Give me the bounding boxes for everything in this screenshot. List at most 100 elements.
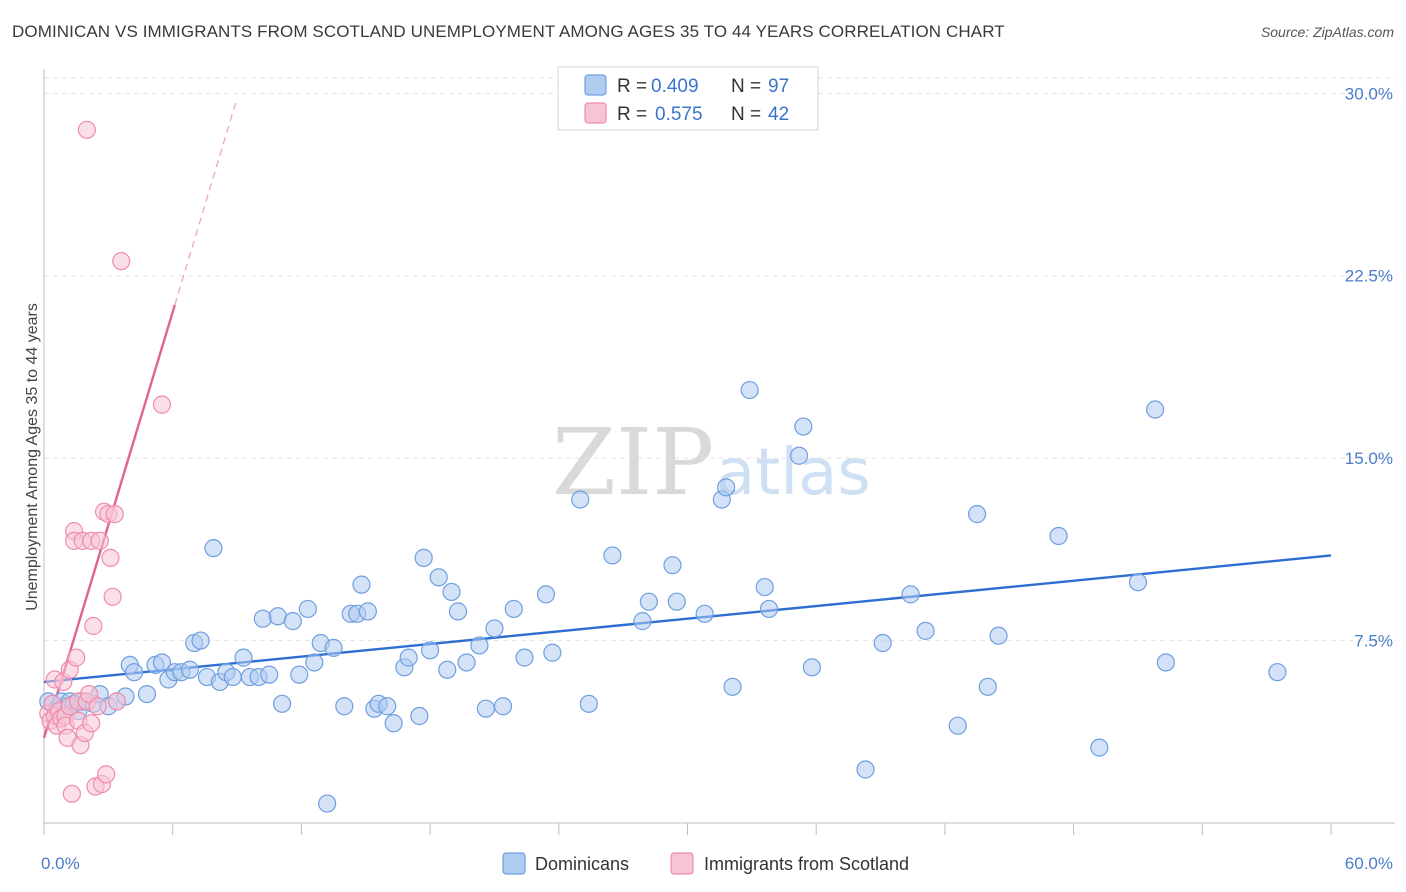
legend-r-value-dominicans: 0.409 [651, 76, 699, 97]
scotland-point-36 [105, 505, 124, 524]
dominicans-point-60 [442, 582, 461, 602]
dominicans-point-61 [448, 602, 468, 621]
dominicans-point-89 [873, 633, 892, 653]
dominicans-point-29 [223, 667, 242, 687]
watermark: ZIP atlas [552, 409, 871, 516]
dominicans-point-82 [740, 380, 759, 400]
y-tick-label-3: 30.0% [1345, 84, 1393, 103]
dominicans-point-81 [723, 677, 742, 696]
dominicans-point-35 [268, 607, 287, 626]
dominicans-point-72 [579, 694, 598, 713]
dominicans-point-73 [603, 546, 622, 565]
dominicans-point-70 [543, 643, 562, 662]
dominicans-point-86 [794, 417, 813, 436]
dominicans-point-75 [639, 592, 658, 611]
dominicans-point-18 [152, 653, 172, 672]
dominicans-point-54 [399, 648, 418, 667]
dominicans-point-22 [180, 660, 199, 679]
scotland-trend-extension [174, 97, 238, 306]
dominicans-point-16 [137, 684, 157, 704]
scotland-point-41 [82, 714, 101, 733]
dominicans-point-68 [515, 648, 534, 667]
x-tick-label-max: 60.0% [1345, 854, 1393, 873]
y-tick-label-1: 15.0% [1345, 449, 1393, 468]
legend-n-label-dominicans: N = [731, 76, 761, 97]
dominicans-trend-line [43, 554, 1332, 684]
scotland-point-37 [107, 692, 127, 711]
dominicans-point-63 [470, 636, 489, 655]
bottom-legend-swatch-dominicans [502, 852, 526, 875]
dominicans-point-77 [667, 592, 686, 611]
dominicans-point-34 [260, 665, 279, 684]
scotland-point-28 [88, 697, 107, 716]
dominicans-point-76 [663, 556, 682, 575]
dominicans-point-42 [318, 794, 337, 813]
scotland-point-26 [84, 616, 103, 636]
dominicans-point-78 [695, 604, 714, 623]
dominicans-point-93 [967, 505, 987, 524]
x-tick-label-min: 0.0% [41, 854, 80, 873]
scotland-point-34 [101, 548, 120, 567]
legend: R = 0.409 N = 97 R = 0.575 N = 42 [557, 66, 819, 131]
dominicans-point-98 [1128, 573, 1148, 592]
y-tick-labels: 7.5% 15.0% 22.5% 30.0% [1345, 84, 1393, 650]
scotland-point-35 [103, 587, 122, 606]
legend-r-label-scotland: R = [617, 104, 647, 125]
dominicans-point-59 [438, 660, 457, 679]
dominicans-point-33 [253, 609, 272, 628]
y-axis-title: Unemployment Among Ages 35 to 44 years [24, 303, 41, 611]
legend-r-label-dominicans: R = [617, 76, 647, 97]
gridlines [44, 77, 1395, 642]
data-points [39, 120, 1287, 813]
dominicans-point-47 [352, 575, 371, 594]
dominicans-point-58 [429, 568, 448, 587]
scotland-point-29 [90, 531, 109, 550]
dominicans-point-65 [485, 619, 504, 638]
dominicans-point-30 [234, 648, 253, 667]
dominicans-point-94 [978, 677, 997, 696]
dominicans-point-74 [633, 612, 652, 631]
scotland-point-32 [97, 765, 116, 784]
legend-swatch-scotland [584, 102, 607, 124]
bottom-legend: Dominicans Immigrants from Scotland [502, 852, 909, 875]
dominicans-point-97 [1090, 738, 1109, 757]
chart-title: DOMINICAN VS IMMIGRANTS FROM SCOTLAND UN… [12, 22, 1005, 41]
dominicans-point-40 [305, 653, 324, 672]
legend-swatch-dominicans [584, 74, 607, 96]
dominicans-point-91 [916, 621, 935, 640]
y-tick-label-2: 22.5% [1345, 267, 1393, 286]
dominicans-point-43 [324, 638, 343, 657]
dominicans-point-44 [335, 697, 354, 716]
dominicans-point-24 [191, 631, 210, 650]
legend-n-label-scotland: N = [731, 104, 761, 125]
dominicans-point-51 [378, 697, 397, 716]
dominicans-point-87 [802, 658, 822, 677]
bottom-legend-label-scotland: Immigrants from Scotland [704, 854, 909, 874]
dominicans-point-95 [989, 626, 1008, 645]
dominicans-point-48 [358, 602, 377, 621]
dominicans-point-88 [856, 760, 875, 779]
dominicans-point-55 [410, 706, 429, 726]
dominicans-point-99 [1146, 400, 1165, 419]
dominicans-point-85 [789, 446, 809, 465]
dominicans-point-80 [717, 478, 736, 497]
bottom-legend-label-dominicans: Dominicans [535, 854, 629, 874]
dominicans-point-66 [493, 697, 513, 716]
dominicans-point-26 [204, 539, 223, 558]
dominicans-point-96 [1049, 526, 1068, 546]
legend-r-value-scotland: 0.575 [655, 104, 703, 125]
scotland-point-14 [62, 784, 81, 803]
dominicans-point-52 [384, 714, 403, 733]
dominicans-point-38 [290, 665, 309, 684]
dominicans-point-69 [536, 585, 556, 604]
scotland-point-39 [112, 252, 131, 271]
dominicans-point-37 [283, 612, 302, 631]
scotland-point-17 [67, 648, 86, 667]
dominicans-point-56 [414, 548, 433, 567]
scotland-point-40 [152, 395, 172, 414]
watermark-atlas: atlas [716, 436, 871, 510]
dominicans-point-92 [948, 716, 967, 735]
dominicans-point-90 [901, 585, 920, 604]
scotland-point-38 [77, 120, 97, 139]
dominicans-point-83 [755, 577, 774, 597]
